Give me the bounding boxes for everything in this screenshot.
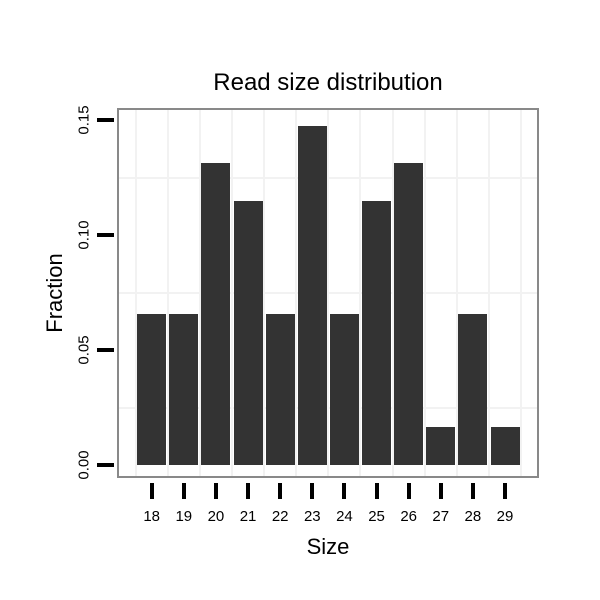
y-tick-label: 0.15: [75, 105, 93, 135]
x-tick: [246, 483, 251, 499]
x-tick: [310, 483, 315, 499]
x-tick: [213, 483, 218, 499]
x-tick-label: 21: [239, 508, 257, 525]
bar: [426, 427, 456, 465]
x-tick-label: 26: [400, 508, 417, 525]
minor-gridline-horizontal: [119, 406, 537, 409]
bar: [137, 314, 167, 465]
minor-gridline-horizontal: [119, 176, 537, 179]
x-tick: [149, 483, 154, 499]
bar: [490, 427, 520, 465]
plot-panel: [117, 108, 539, 478]
x-tick-label: 24: [336, 508, 353, 525]
bar: [169, 314, 199, 465]
y-tick: [97, 463, 114, 467]
x-tick: [181, 483, 186, 499]
x-tick-label: 28: [464, 508, 482, 525]
x-tick: [374, 483, 379, 499]
y-tick: [97, 348, 114, 352]
bar: [265, 314, 295, 465]
x-tick-label: 18: [143, 508, 161, 525]
y-tick-label: 0.10: [75, 220, 93, 250]
bar: [201, 163, 231, 465]
x-tick: [438, 483, 443, 499]
x-tick-label: 20: [207, 508, 225, 525]
y-tick-label: 0.05: [75, 335, 93, 365]
x-tick-label: 22: [271, 508, 289, 525]
y-tick: [97, 118, 114, 122]
x-tick-label: 25: [368, 508, 385, 525]
y-tick-label: 0.00: [75, 450, 93, 480]
y-tick: [97, 233, 114, 237]
bar: [394, 163, 424, 465]
bar: [458, 314, 488, 465]
x-tick: [406, 483, 411, 499]
x-tick-label: 29: [496, 508, 514, 525]
plot-area: [119, 110, 537, 476]
x-tick-label: 19: [175, 508, 193, 525]
y-axis-title: Fraction: [42, 253, 67, 333]
bar: [362, 201, 392, 465]
bar: [329, 314, 359, 465]
x-tick-label: 23: [303, 508, 321, 525]
minor-gridline-horizontal: [119, 291, 537, 294]
bar: [233, 201, 263, 465]
x-tick: [342, 483, 347, 499]
x-tick-label: 27: [432, 508, 450, 525]
x-axis-title: Size: [306, 534, 350, 559]
chart-title: Read size distribution: [213, 69, 443, 96]
x-tick: [470, 483, 475, 499]
bar: [297, 126, 327, 465]
x-tick: [503, 483, 508, 499]
x-tick: [278, 483, 283, 499]
